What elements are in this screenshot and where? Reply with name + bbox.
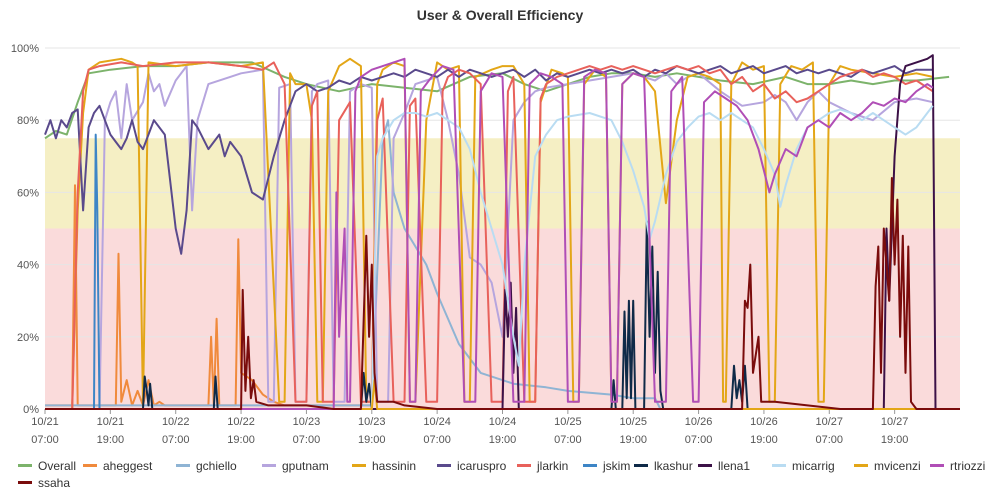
legend-swatch (352, 464, 366, 467)
x-tick-time: 07:00 (31, 434, 59, 446)
legend-label: lkashur (654, 459, 693, 473)
series-line-llena1 (45, 54, 960, 410)
legend-swatch (18, 481, 32, 484)
x-tick-date: 10/24 (423, 416, 451, 428)
y-tick-label: 0% (23, 404, 39, 416)
legend-label: Overall (38, 459, 76, 473)
legend-swatch (83, 464, 97, 467)
x-tick-time: 19:00 (881, 434, 909, 446)
y-tick-label: 20% (17, 332, 39, 344)
x-tick-date: 10/24 (489, 416, 517, 428)
series-line-rtriozzi (45, 57, 934, 410)
x-tick-date: 10/27 (816, 416, 844, 428)
y-tick-label: 100% (11, 43, 39, 55)
x-tick-time: 19:00 (358, 434, 386, 446)
series-line-jlarkin (45, 61, 934, 410)
x-tick-time: 19:00 (750, 434, 778, 446)
legend-label: jlarkin (536, 459, 568, 473)
legend-label: icaruspro (457, 459, 507, 473)
legend-label: mvicenzi (874, 459, 921, 473)
legend-swatch (18, 464, 32, 467)
legend-swatch (772, 464, 786, 467)
x-tick-time: 07:00 (554, 434, 582, 446)
y-tick-label: 80% (17, 115, 39, 127)
legend-swatch (262, 464, 276, 467)
x-tick-date: 10/22 (227, 416, 255, 428)
legend-swatch (517, 464, 531, 467)
x-tick-time: 07:00 (816, 434, 844, 446)
x-tick-date: 10/26 (685, 416, 713, 428)
x-tick-time: 19:00 (489, 434, 517, 446)
series-line-hassinin (45, 57, 934, 410)
series-line-icaruspro (44, 65, 933, 255)
y-tick-label: 60% (17, 187, 39, 199)
legend-label: hassinin (372, 459, 416, 473)
series-line-micarrig (45, 105, 934, 410)
x-tick-time: 19:00 (97, 434, 125, 446)
legend-label: jskim (602, 459, 630, 473)
legend-swatch (930, 464, 944, 467)
x-tick-date: 10/27 (881, 416, 909, 428)
x-tick-date: 10/21 (97, 416, 125, 428)
x-tick-date: 10/25 (619, 416, 647, 428)
x-tick-time: 07:00 (162, 434, 190, 446)
x-tick-time: 07:00 (293, 434, 321, 446)
legend-label: gchiello (196, 459, 237, 473)
x-tick-time: 19:00 (227, 434, 255, 446)
x-tick-time: 07:00 (423, 434, 451, 446)
chart-title: User & Overall Efficiency (417, 7, 584, 23)
x-tick-time: 07:00 (685, 434, 713, 446)
legend-swatch (634, 464, 648, 467)
series-line-ssaha (45, 177, 960, 410)
series-lines (44, 54, 960, 410)
band-1 (45, 138, 960, 229)
legend-label: llena1 (718, 459, 750, 473)
legend-swatch (583, 464, 597, 467)
x-tick-date: 10/23 (293, 416, 321, 428)
y-axis-ticks: 0% 20% 40% 60% 80% 100% (11, 43, 39, 416)
x-tick-date: 10/22 (162, 416, 190, 428)
x-tick-time: 19:00 (619, 434, 647, 446)
legend-label: ssaha (38, 476, 70, 490)
x-axis-ticks: 10/21 07:00 10/21 19:00 10/22 07:00 10/22 19:00… (31, 409, 908, 446)
legend-label: gputnam (282, 459, 329, 473)
legend-swatch (437, 464, 451, 467)
x-tick-date: 10/26 (750, 416, 778, 428)
legend-swatch (176, 464, 190, 467)
x-tick-date: 10/25 (554, 416, 582, 428)
legend-label: micarrig (792, 459, 835, 473)
legend-label: aheggest (103, 459, 153, 473)
legend: Overall aheggest gchiello gputnam hassinin ic… (18, 459, 985, 490)
x-tick-date: 10/23 (358, 416, 386, 428)
legend-swatch (854, 464, 868, 467)
y-tick-label: 40% (17, 260, 39, 272)
x-tick-date: 10/21 (31, 416, 59, 428)
series-line-gchiello (45, 119, 960, 410)
legend-label: rtriozzi (950, 459, 985, 473)
legend-swatch (698, 464, 712, 467)
